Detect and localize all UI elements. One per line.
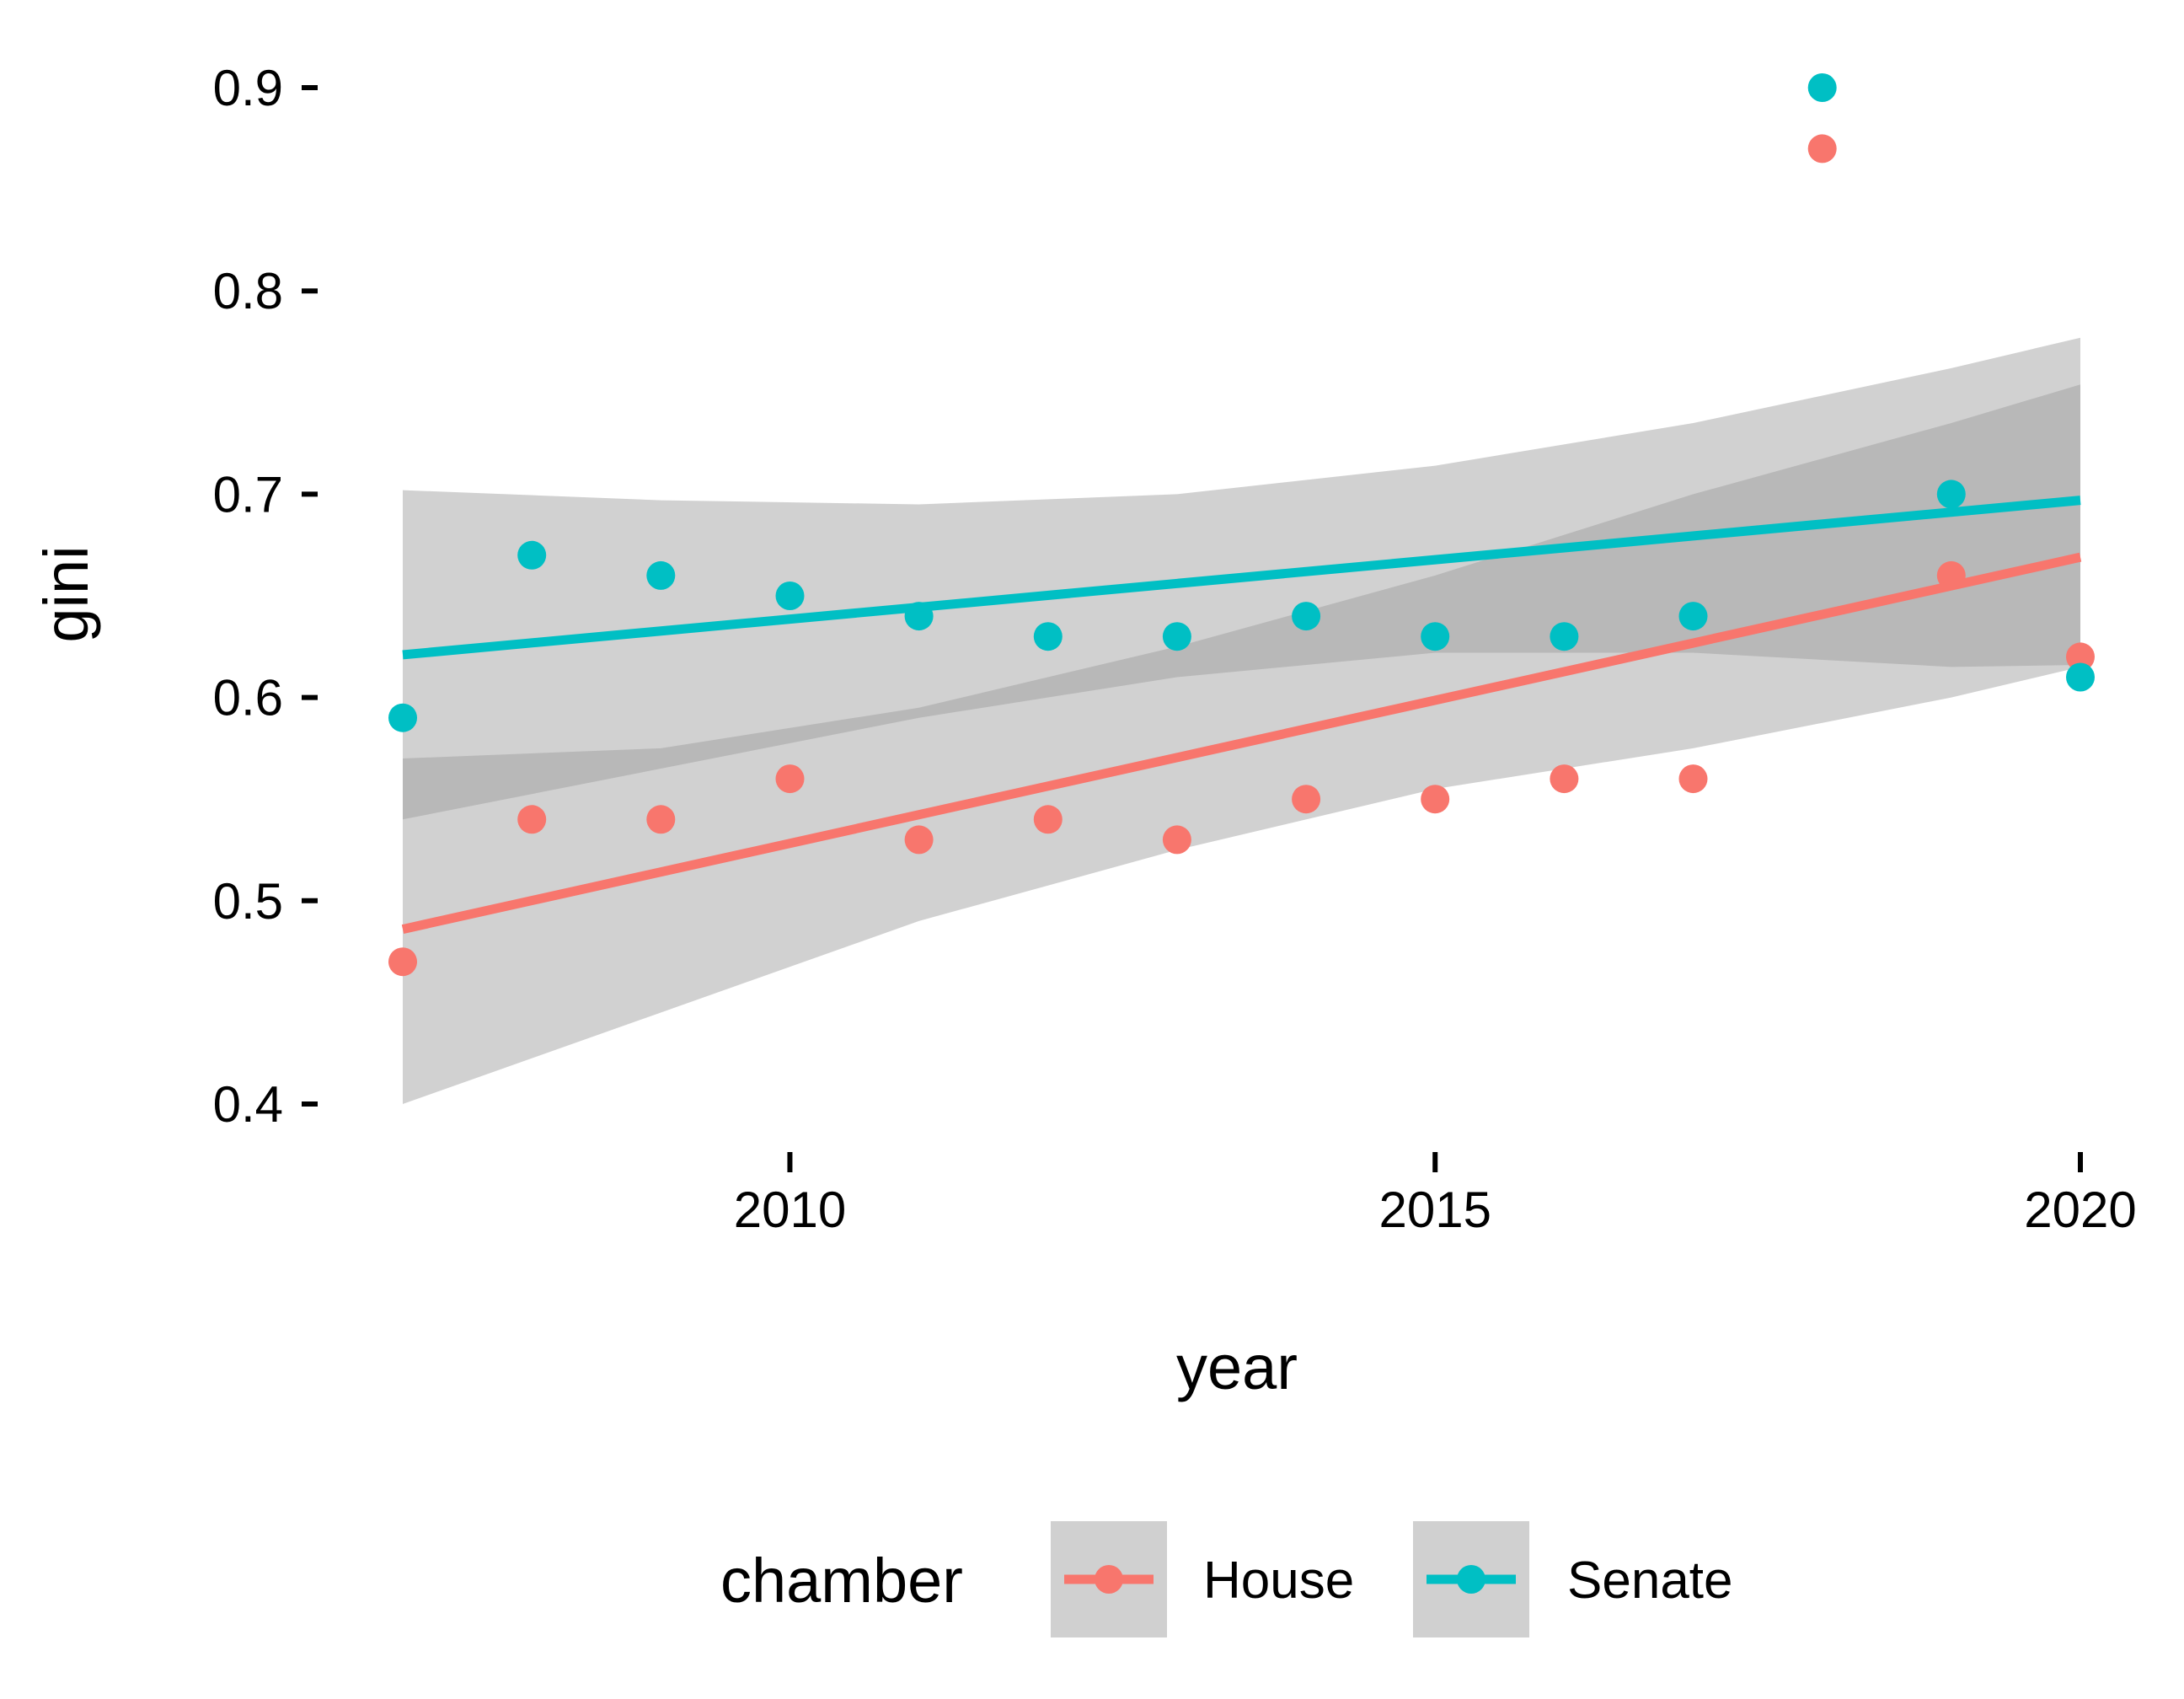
y-tick-label: 0.8: [213, 263, 283, 319]
legend-label-senate: Senate: [1567, 1552, 1733, 1610]
x-tick-label: 2020: [2024, 1182, 2136, 1238]
data-point-house: [1162, 825, 1191, 855]
data-point-senate: [517, 540, 547, 570]
legend-item-senate: Senate: [1413, 1521, 1733, 1637]
legend: chamber House Senate: [720, 1521, 1733, 1637]
x-axis: 2010 2015 2020: [734, 1152, 2137, 1238]
x-tick-label: 2010: [734, 1182, 846, 1238]
data-point-senate: [1678, 602, 1708, 631]
data-point-senate: [1033, 622, 1063, 651]
data-point-house: [904, 825, 934, 855]
y-tick-label: 0.9: [213, 60, 283, 116]
data-point-house: [775, 764, 805, 794]
data-point-senate: [646, 560, 676, 590]
data-point-senate: [388, 703, 417, 732]
data-point-senate: [1550, 622, 1579, 651]
y-axis: 0.4 0.5 0.6 0.7 0.8 0.9: [213, 60, 318, 1133]
confidence-bands: [403, 337, 2080, 1104]
data-point-house: [1421, 785, 1450, 814]
fit-lines: [401, 496, 2082, 934]
data-point-house: [1678, 764, 1708, 794]
data-point-senate: [1807, 73, 1837, 102]
data-point-house: [517, 805, 547, 834]
data-point-senate: [775, 582, 805, 610]
data-point-house: [1807, 134, 1837, 163]
y-tick-label: 0.6: [213, 670, 283, 726]
data-points: [388, 73, 2095, 977]
legend-key-house-point: [1095, 1565, 1123, 1594]
data-point-senate: [2066, 662, 2095, 692]
fit-line-house: [401, 552, 2082, 934]
data-point-house: [1292, 785, 1321, 814]
y-tick-label: 0.7: [213, 466, 283, 523]
data-point-house: [2066, 642, 2095, 672]
x-tick-label: 2015: [1378, 1182, 1491, 1238]
legend-item-house: House: [1051, 1521, 1354, 1637]
y-axis-title: gini: [31, 545, 101, 642]
data-point-house: [1550, 764, 1579, 794]
fit-line-senate: [402, 496, 2081, 660]
legend-label-house: House: [1203, 1552, 1354, 1610]
data-point-house: [1033, 805, 1063, 834]
data-point-senate: [1936, 480, 1966, 509]
legend-key-senate-point: [1457, 1565, 1485, 1594]
data-point-house: [388, 947, 417, 977]
legend-title: chamber: [720, 1546, 963, 1616]
data-point-senate: [1162, 622, 1191, 651]
data-point-house: [646, 805, 676, 834]
data-point-senate: [1292, 602, 1321, 631]
data-point-senate: [1421, 622, 1450, 651]
x-axis-title: year: [1176, 1332, 1298, 1402]
y-tick-label: 0.4: [213, 1076, 283, 1133]
y-tick-label: 0.5: [213, 873, 283, 930]
